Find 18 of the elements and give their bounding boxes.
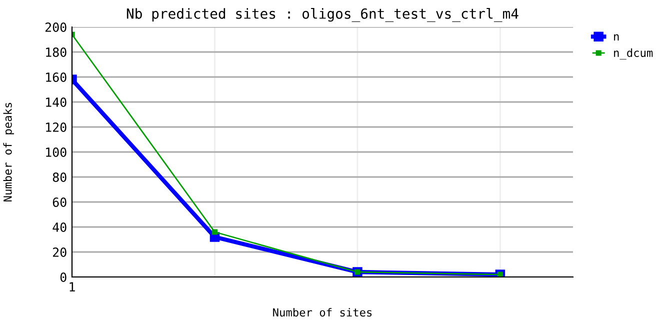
y-tick-label: 40 bbox=[52, 222, 66, 232]
y-axis-title: Number of peaks bbox=[3, 102, 14, 202]
y-tick-label: 120 bbox=[46, 122, 66, 132]
chart-title: Nb predicted sites : oligos_6nt_test_vs_ctrl_m4 bbox=[126, 8, 518, 22]
y-tick-label: 200 bbox=[45, 22, 66, 32]
y-tick-label: 80 bbox=[52, 172, 66, 182]
point bbox=[212, 229, 218, 235]
y-tick-label: 160 bbox=[46, 72, 66, 82]
legend-label: n bbox=[614, 34, 619, 40]
y-tick-label: 0 bbox=[60, 272, 66, 282]
x-tick-label: 1 bbox=[70, 282, 75, 292]
y-tick-label: 100 bbox=[46, 148, 66, 157]
y-tick-label: 140 bbox=[46, 98, 66, 107]
x-axis-title: Number of sites bbox=[273, 308, 372, 317]
y-tick-label: 20 bbox=[53, 248, 66, 257]
y-tick-label: 180 bbox=[46, 48, 66, 57]
y-tick-label: 60 bbox=[52, 198, 66, 207]
legend-label: n_dcum bbox=[614, 48, 653, 60]
